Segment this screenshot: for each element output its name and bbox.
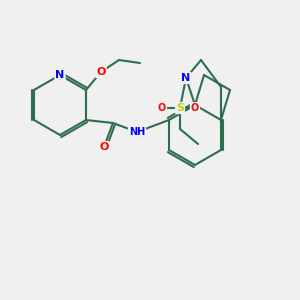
Text: NH: NH [129,127,145,137]
Text: N: N [182,73,190,83]
Text: N: N [56,70,64,80]
Text: O: O [158,103,166,113]
Text: S: S [176,103,184,113]
Text: O: O [99,142,109,152]
Text: O: O [96,67,106,77]
Text: O: O [191,103,199,113]
